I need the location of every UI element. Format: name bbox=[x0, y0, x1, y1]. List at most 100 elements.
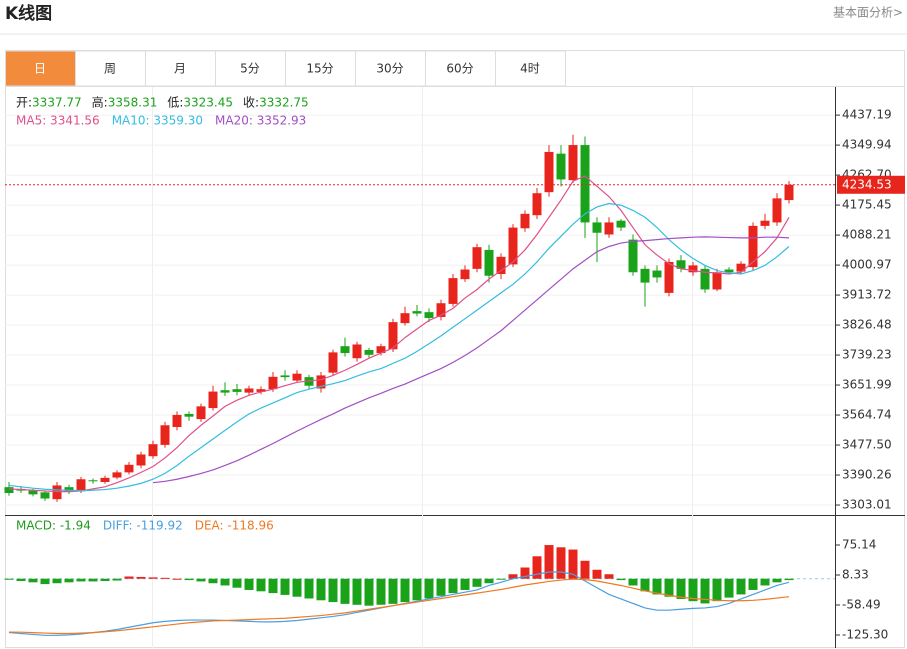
macd-bar bbox=[508, 574, 518, 579]
candle-body bbox=[484, 249, 494, 276]
macd-bar bbox=[256, 578, 266, 592]
candle-body bbox=[460, 269, 470, 280]
tab[interactable] bbox=[495, 50, 566, 87]
candle-body bbox=[364, 349, 374, 355]
macd-bar bbox=[628, 578, 638, 586]
macd-bar bbox=[724, 578, 734, 598]
candle-body bbox=[124, 464, 134, 473]
info-label: 收: bbox=[243, 96, 259, 110]
tab[interactable] bbox=[215, 50, 286, 87]
tab-label[interactable]: 15分 bbox=[306, 62, 333, 76]
candle-body bbox=[688, 265, 698, 273]
info-value: 3332.75 bbox=[259, 96, 309, 110]
candle-body bbox=[112, 472, 122, 478]
macd-bar bbox=[304, 578, 314, 599]
candle-body bbox=[712, 272, 722, 290]
analysis-link[interactable]: 基本面分析> bbox=[833, 6, 903, 20]
y-tick-label: 3913.72 bbox=[842, 288, 892, 302]
candle-body bbox=[784, 184, 794, 201]
candle-body bbox=[4, 487, 14, 493]
current-price-label: 4234.53 bbox=[842, 177, 892, 191]
tab-label[interactable]: 周 bbox=[104, 62, 116, 76]
candle-body bbox=[172, 414, 182, 427]
candle-body bbox=[508, 227, 518, 265]
candle-body bbox=[448, 278, 458, 304]
y-tick-label: 4175.45 bbox=[842, 198, 892, 212]
candle-body bbox=[64, 487, 74, 492]
info-label: 开: bbox=[16, 96, 32, 110]
candle-body bbox=[352, 344, 362, 359]
macd-bar bbox=[196, 578, 206, 582]
indicator-line bbox=[8, 578, 790, 635]
candle-body bbox=[400, 313, 410, 324]
candle-body bbox=[28, 490, 38, 495]
y-tick-label: 3390.26 bbox=[842, 468, 892, 482]
tab[interactable] bbox=[75, 50, 146, 87]
macd-bar bbox=[676, 578, 686, 599]
candle-body bbox=[76, 479, 86, 492]
candle-body bbox=[436, 303, 446, 317]
y-tick-label: 4088.21 bbox=[842, 228, 892, 242]
macd-bar bbox=[28, 578, 38, 583]
candle-body bbox=[316, 375, 326, 389]
candle-body bbox=[328, 352, 338, 373]
macd-bar bbox=[160, 577, 170, 579]
candle-body bbox=[664, 261, 674, 293]
macd-bar bbox=[364, 578, 374, 606]
tab-label[interactable]: 月 bbox=[174, 62, 186, 76]
candle-body bbox=[748, 225, 758, 268]
macd-bar bbox=[208, 578, 218, 584]
macd-bar bbox=[448, 578, 458, 594]
candle-body bbox=[472, 247, 482, 269]
macd-bar bbox=[184, 578, 194, 581]
tab-label[interactable]: 4时 bbox=[520, 62, 540, 76]
y-tick-label: -125.30 bbox=[842, 628, 888, 642]
macd-bar bbox=[424, 578, 434, 599]
macd-bar bbox=[688, 578, 698, 602]
macd-bar bbox=[4, 578, 14, 580]
macd-bar bbox=[616, 578, 626, 581]
candle-body bbox=[220, 390, 230, 393]
macd-bar bbox=[340, 578, 350, 604]
macd-bar bbox=[412, 578, 422, 601]
macd-bar bbox=[16, 578, 26, 581]
macd-bar bbox=[556, 547, 566, 579]
candle-body bbox=[100, 477, 110, 482]
y-tick-label: 3303.01 bbox=[842, 498, 892, 512]
candle-body bbox=[580, 145, 590, 223]
macd-bar bbox=[220, 578, 230, 586]
candle-body bbox=[616, 220, 626, 228]
tab-label[interactable]: 60分 bbox=[446, 62, 473, 76]
macd-bar bbox=[388, 578, 398, 604]
candle-body bbox=[256, 389, 266, 392]
macd-bar bbox=[652, 578, 662, 595]
candle-body bbox=[424, 312, 434, 319]
macd-bar bbox=[280, 578, 290, 595]
candle-body bbox=[52, 485, 62, 500]
macd-bar bbox=[292, 578, 302, 597]
candle-body bbox=[208, 391, 218, 409]
tab-label[interactable]: 30分 bbox=[376, 62, 403, 76]
y-tick-label: 8.33 bbox=[842, 567, 869, 581]
tab[interactable] bbox=[285, 50, 356, 87]
info-label: 高: bbox=[92, 95, 108, 110]
candle-body bbox=[268, 376, 278, 390]
tab-label[interactable]: 日 bbox=[34, 62, 46, 76]
tab[interactable] bbox=[5, 50, 76, 87]
candle-body bbox=[592, 222, 602, 233]
tab[interactable] bbox=[355, 50, 426, 87]
tab[interactable] bbox=[145, 50, 216, 87]
macd-bar bbox=[472, 578, 482, 587]
macd-bar bbox=[736, 578, 746, 595]
tab-label[interactable]: 5分 bbox=[240, 62, 260, 76]
macd-info: MACD: -1.94 bbox=[16, 519, 91, 533]
macd-bar bbox=[748, 578, 758, 590]
candle-body bbox=[148, 444, 158, 457]
info-value: 3337.77 bbox=[32, 96, 82, 110]
candle-body bbox=[544, 151, 554, 193]
ma-info: MA10: 3359.30 bbox=[112, 114, 203, 128]
macd-bar bbox=[244, 578, 254, 590]
ma-info: MA5: 3341.56 bbox=[16, 114, 100, 128]
